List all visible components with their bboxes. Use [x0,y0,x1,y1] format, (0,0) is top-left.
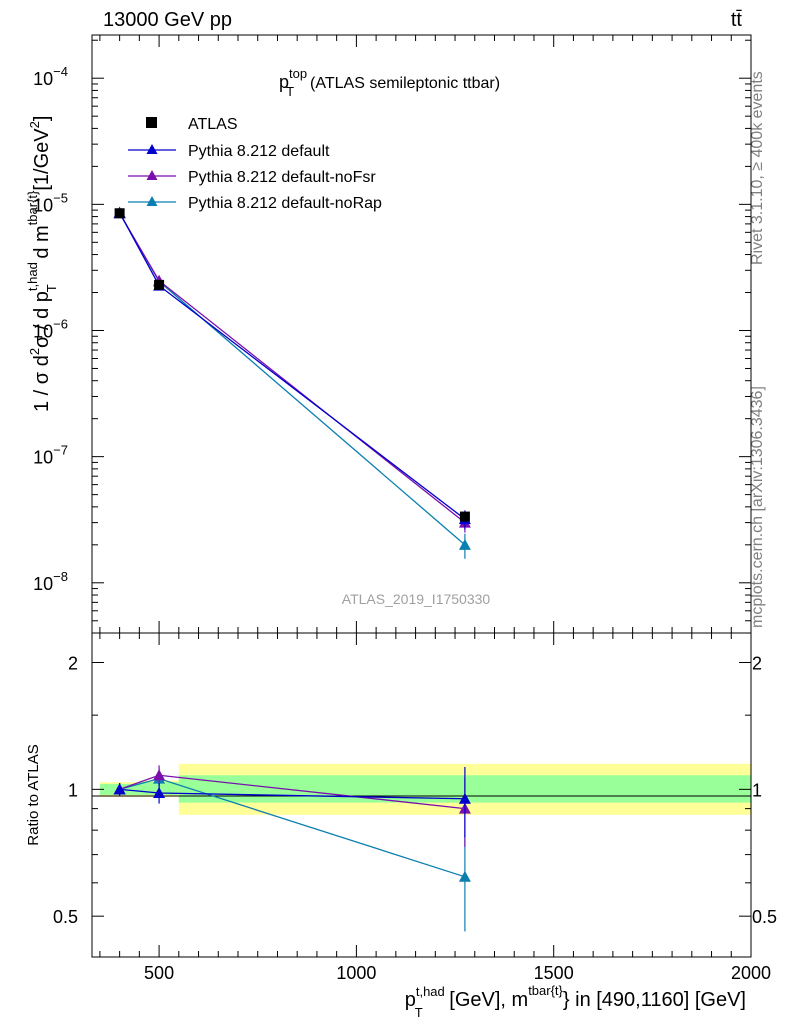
ratio-y-tick-label-right: 2 [752,654,762,674]
main-y-tick-label: 10−5 [33,190,68,215]
main-x-ticks [99,35,752,633]
x-tick-labels: 500 1000 1500 2000 [144,963,771,983]
main-point-atlas [459,511,470,522]
main-y-tick-label: 10−8 [33,569,68,594]
legend-item-nofsr: Pythia 8.212 default-noFsr [128,169,376,186]
main-y-tick-label: 10−7 [33,443,68,468]
main-y-ticks: 10−4 10−5 10−6 10−7 10−8 [33,39,751,634]
x-tick-label: 500 [144,963,174,983]
ratio-point-pythia-8-212-default-nofsr [153,769,166,781]
energy-label: 13000 GeV pp [103,9,232,31]
ratio-point-pythia-8-212-default-norap [458,870,471,882]
legend-marker-nofsr [146,170,158,180]
legend-item-default: Pythia 8.212 default [128,143,330,160]
main-point-pythia-8-212-default-norap [458,538,471,550]
main-y-tick-label: 10−4 [33,64,68,89]
ratio-point-pythia-8-212-default [153,787,166,799]
mcplots-label: mcplots.cern.ch [arXiv:1306.3436] [749,386,766,628]
ratio-frame [91,632,752,958]
main-line-pythia-8-212-default-nofsr [119,212,466,524]
legend: ATLAS Pythia 8.212 default Pythia 8.212 … [128,116,382,212]
ratio-y-tick-label-right: 1 [752,780,762,800]
x-axis-label: pt,had T [GeV], mtbar{t}} in [490,1160] [… [405,983,746,1020]
legend-label-default: Pythia 8.212 default [188,143,330,160]
ratio-y-tick-label-left: 0.5 [53,907,78,927]
legend-item-norap: Pythia 8.212 default-noRap [128,195,382,212]
main-y-tick-label: 10−6 [33,316,68,341]
ratio-x-ticks [99,633,752,957]
main-y-label: 1 / σ d2σ / d pt,had T d mtbar{t}[1/GeV2] [25,116,59,412]
legend-label-atlas: ATLAS [188,116,238,133]
x-tick-label: 1000 [336,963,376,983]
legend-marker-default [146,144,158,154]
ratio-y-tick-label-right: 0.5 [752,907,777,927]
ratio-y-tick-label-left: 1 [68,780,78,800]
legend-label-norap: Pythia 8.212 default-noRap [188,195,382,212]
analysis-id: ATLAS_2019_I1750330 [342,591,491,607]
main-line-pythia-8-212-default-norap [119,212,466,546]
x-tick-label: 1500 [534,963,574,983]
legend-item-atlas: ATLAS [146,116,238,133]
main-point-atlas [114,208,125,219]
ratio-y-tick-label-left: 2 [68,654,78,674]
legend-marker-atlas [146,117,157,128]
main-series-layer [113,206,471,559]
ratio-plot: 2 2 1 1 0.5 0.5 Ratio to ATLAS [25,632,777,958]
process-label: tt̄ [731,9,743,31]
rivet-label: Rivet 3.1.10, ≥ 400k events [749,71,766,265]
ratio-y-label: Ratio to ATLAS [25,744,42,845]
x-tick-label: 2000 [731,963,771,983]
ratio-bands [99,763,751,815]
main-line-pythia-8-212-default [119,212,466,520]
main-point-atlas [154,279,165,290]
ratio-y-ticks: 2 2 1 1 0.5 0.5 [53,654,777,928]
legend-marker-norap [146,196,158,206]
ratio-series-layer [113,765,471,932]
legend-label-nofsr: Pythia 8.212 default-noFsr [188,169,376,186]
main-plot: 10−4 10−5 10−6 10−7 10−8 ptop T (ATLAS semilep… [25,34,752,634]
plot-title: ptop T (ATLAS semileptonic ttbar) [279,66,500,99]
ratio-point-pythia-8-212-default [113,783,126,795]
ratio-point-pythia-8-212-default [458,792,471,804]
